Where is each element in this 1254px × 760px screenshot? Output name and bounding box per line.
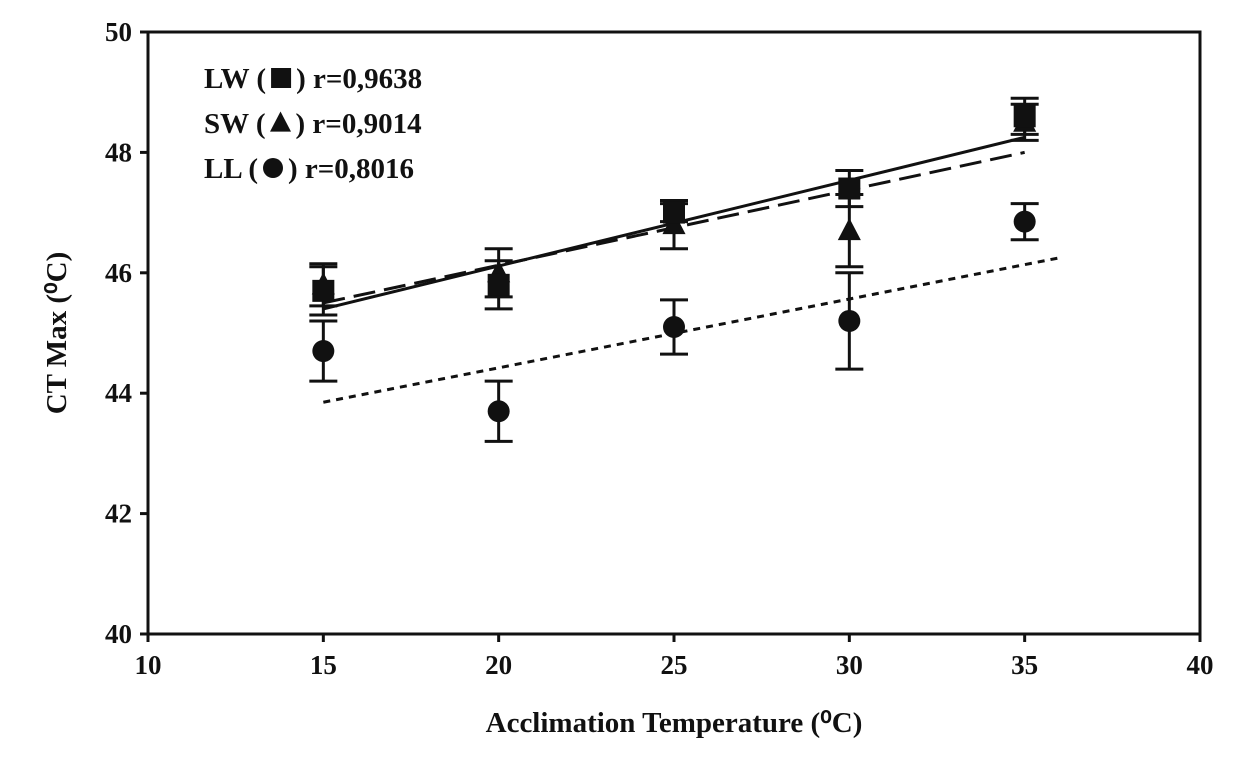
legend-series-label: LL ( bbox=[204, 153, 258, 185]
fit-lines bbox=[322, 135, 1061, 404]
x-tick-label: 35 bbox=[1011, 650, 1038, 680]
ll-point bbox=[838, 309, 861, 332]
legend-r-value: ) r=0,9638 bbox=[296, 63, 422, 95]
y-tick-label: 50 bbox=[105, 17, 132, 47]
y-tick-label: 46 bbox=[105, 258, 132, 288]
legend-circle-icon bbox=[263, 158, 283, 178]
y-axis-title: CT Max (⁰C) bbox=[41, 252, 73, 415]
legend-triangle-icon bbox=[270, 111, 292, 132]
x-tick-label: 10 bbox=[135, 650, 162, 680]
legend-series-label: SW ( bbox=[204, 108, 266, 140]
legend-r-value: ) r=0,8016 bbox=[288, 153, 414, 185]
lw-point bbox=[1013, 105, 1036, 128]
x-axis-title: Acclimation Temperature (⁰C) bbox=[486, 707, 863, 739]
y-tick-label: 48 bbox=[105, 137, 132, 167]
legend-r-value: ) r=0,9014 bbox=[296, 108, 422, 140]
legend-square-icon bbox=[271, 68, 292, 88]
x-tick-label: 40 bbox=[1187, 650, 1214, 680]
lw-point bbox=[487, 273, 510, 296]
legend-item-ll: LL ( ) r=0,8016 bbox=[204, 153, 414, 185]
x-tick-label: 25 bbox=[661, 650, 688, 680]
sw-point bbox=[837, 218, 861, 241]
x-axis-ticks: 10 15 20 25 30 35 40 bbox=[135, 634, 1214, 680]
lw-point bbox=[312, 279, 335, 302]
ll-point bbox=[663, 315, 685, 338]
legend-item-sw: SW ( ) r=0,9014 bbox=[204, 108, 422, 140]
data-markers bbox=[311, 105, 1037, 423]
lw-point bbox=[838, 177, 861, 200]
ll-point bbox=[312, 340, 335, 363]
lw-point bbox=[663, 201, 685, 224]
y-tick-label: 42 bbox=[105, 499, 132, 529]
x-tick-label: 20 bbox=[485, 650, 512, 680]
ll-point bbox=[487, 400, 510, 423]
legend: LW ( ) r=0,9638 SW ( ) r=0,9014 LL ( ) r=0,80… bbox=[204, 63, 422, 185]
x-tick-label: 15 bbox=[310, 650, 337, 680]
error-bars bbox=[309, 96, 1039, 443]
legend-series-label: LW ( bbox=[204, 63, 266, 95]
x-tick-label: 30 bbox=[836, 650, 863, 680]
legend-item-lw: LW ( ) r=0,9638 bbox=[204, 63, 422, 95]
y-axis-ticks: 40 42 44 46 48 50 bbox=[105, 17, 148, 649]
ll-fit-line bbox=[323, 256, 1061, 404]
ll-point bbox=[1013, 210, 1036, 233]
y-tick-label: 40 bbox=[105, 619, 132, 649]
y-tick-label: 44 bbox=[105, 378, 132, 408]
